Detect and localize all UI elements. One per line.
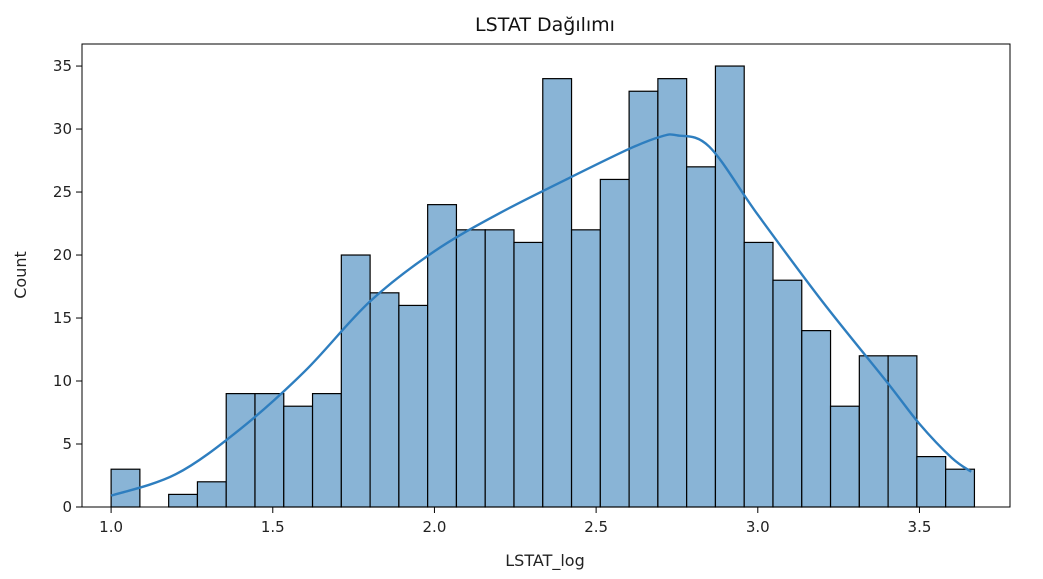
histogram-bar bbox=[225, 393, 256, 508]
histogram-bar bbox=[168, 493, 199, 508]
x-tick-label: 3.5 bbox=[908, 518, 932, 536]
histogram-bar bbox=[801, 330, 832, 508]
y-tick-label: 35 bbox=[53, 57, 72, 75]
histogram-bar bbox=[484, 229, 515, 508]
histogram-bar bbox=[340, 254, 371, 508]
histogram-bar bbox=[772, 279, 803, 508]
histogram-bar bbox=[657, 78, 688, 508]
axes: 1.0 1.5 2.0 2.5 3.0 3.5 0 5 10 15 20 25 30 35 bbox=[53, 43, 1011, 536]
x-axis-label: LSTAT_log bbox=[505, 551, 584, 571]
x-tick-label: 3.0 bbox=[746, 518, 770, 536]
histogram-bar bbox=[599, 178, 630, 508]
y-tick-label: 20 bbox=[53, 246, 72, 264]
y-tick-label: 25 bbox=[53, 183, 72, 201]
histogram-bar bbox=[196, 481, 227, 508]
histogram-bar bbox=[398, 304, 429, 508]
histogram-bar bbox=[311, 393, 342, 508]
plot-frame bbox=[81, 43, 1011, 508]
histogram-bar bbox=[427, 204, 458, 508]
y-axis-label: Count bbox=[11, 251, 30, 299]
y-tick-label: 5 bbox=[62, 435, 72, 453]
histogram-bar bbox=[858, 355, 889, 508]
x-tick-label: 1.0 bbox=[99, 518, 123, 536]
histogram-bar bbox=[369, 292, 400, 508]
histogram-bar bbox=[916, 456, 947, 508]
histogram-bar bbox=[887, 355, 918, 508]
chart-title: LSTAT Dağılımı bbox=[475, 14, 615, 36]
kde-line bbox=[110, 133, 972, 497]
histogram-bar bbox=[743, 241, 774, 508]
x-tick-label: 2.5 bbox=[584, 518, 608, 536]
y-tick-label: 0 bbox=[62, 498, 72, 516]
histogram-bar bbox=[570, 229, 601, 508]
histogram-bars bbox=[110, 65, 976, 508]
histogram-bar bbox=[455, 229, 486, 508]
histogram-bar bbox=[628, 90, 659, 508]
histogram-bar bbox=[513, 241, 544, 508]
histogram-bar bbox=[283, 405, 314, 508]
histogram-bar bbox=[542, 78, 573, 508]
y-tick-label: 30 bbox=[53, 120, 72, 138]
histogram-bar bbox=[714, 65, 745, 508]
histogram-bar bbox=[945, 468, 976, 508]
kde-layer bbox=[110, 133, 972, 497]
histogram-bar bbox=[829, 405, 860, 508]
histogram-bar bbox=[686, 166, 717, 508]
y-tick-label: 15 bbox=[53, 309, 72, 327]
y-tick-label: 10 bbox=[53, 372, 72, 390]
histogram-bar bbox=[254, 393, 285, 508]
x-tick-label: 1.5 bbox=[261, 518, 285, 536]
x-tick-label: 2.0 bbox=[423, 518, 447, 536]
